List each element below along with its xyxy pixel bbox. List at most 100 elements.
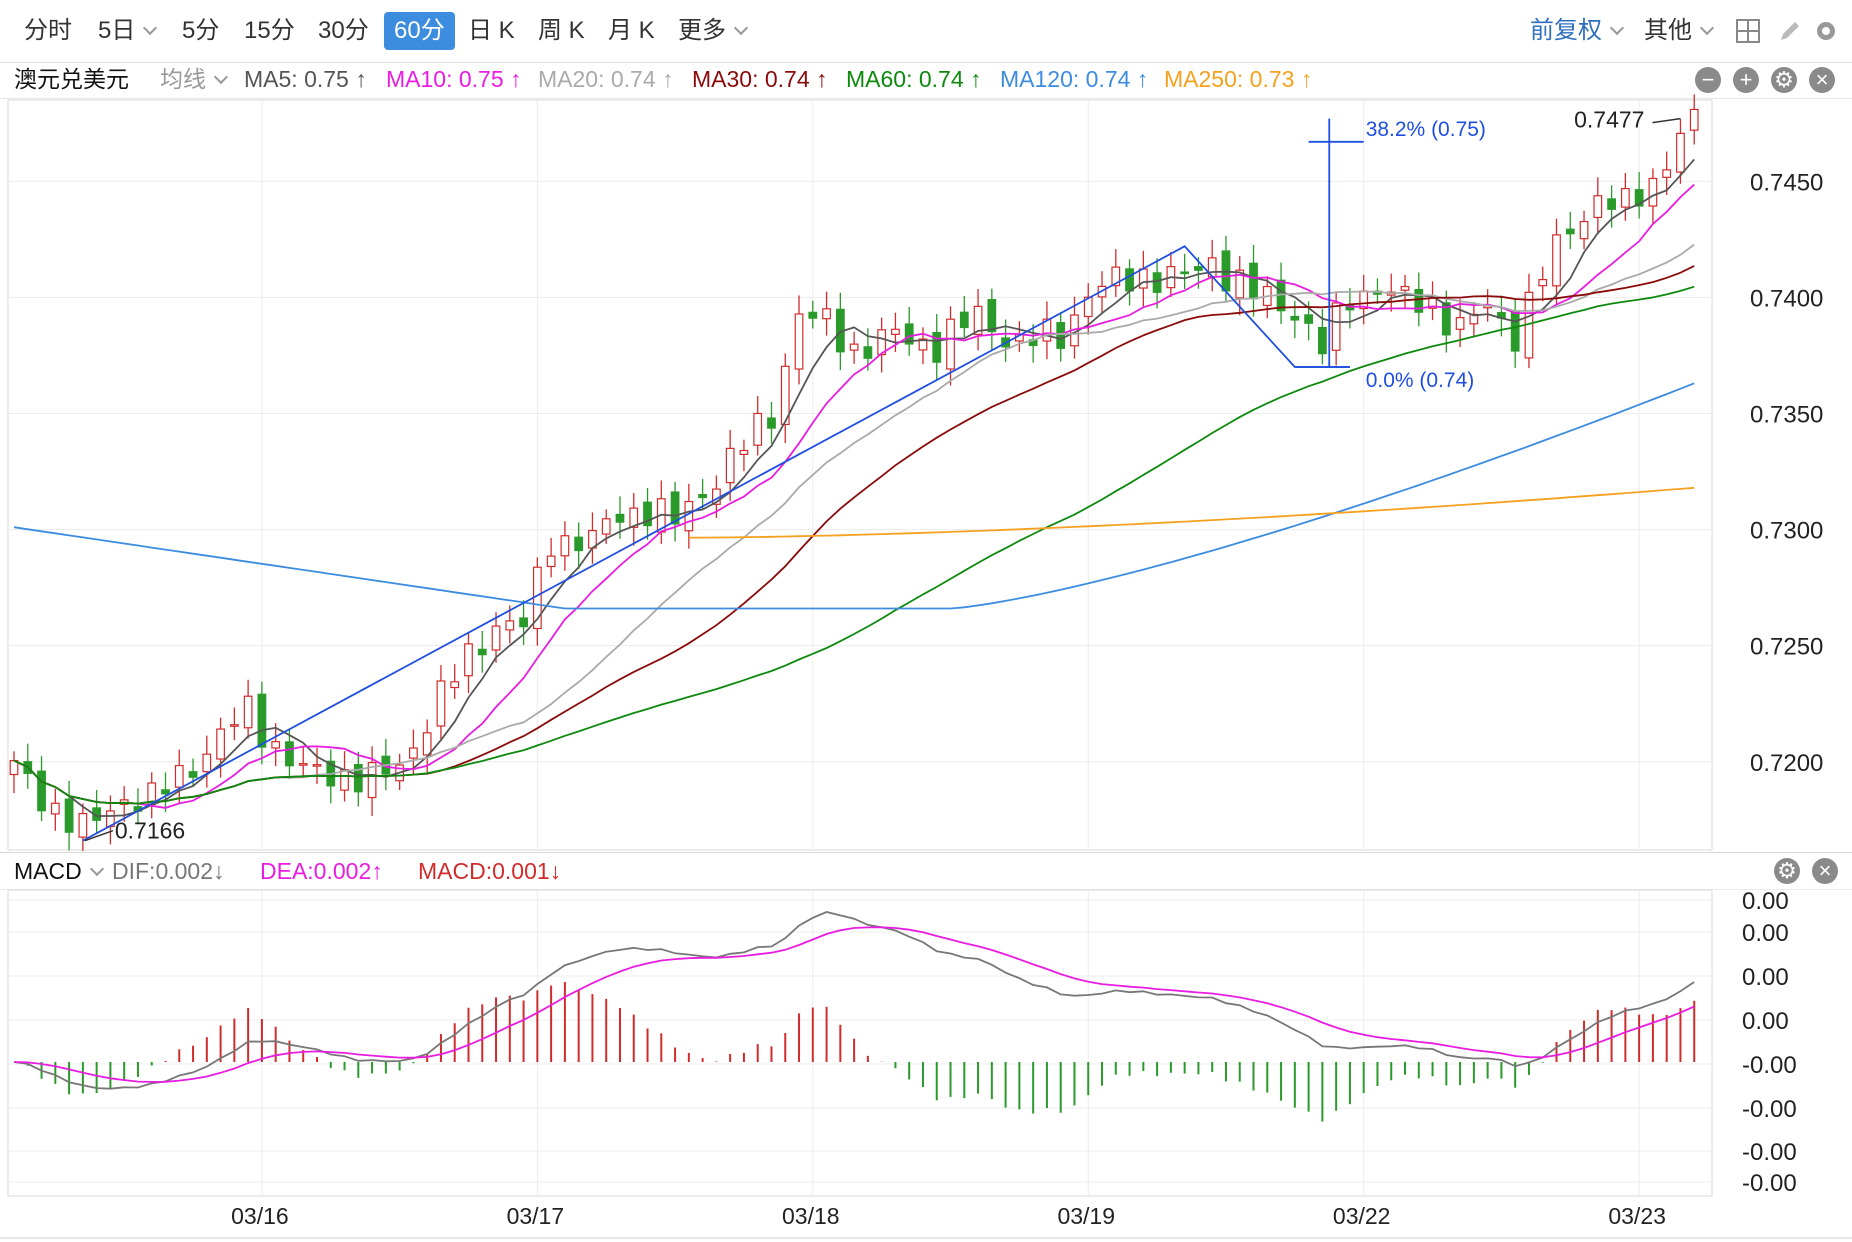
period-tab[interactable]: 月 K bbox=[608, 17, 655, 44]
candle-body bbox=[1400, 285, 1410, 291]
candle bbox=[629, 493, 639, 546]
candle-body bbox=[1483, 305, 1493, 309]
candle-body bbox=[1125, 268, 1134, 292]
candle bbox=[133, 788, 143, 823]
candle-body bbox=[1689, 108, 1699, 131]
candle bbox=[450, 664, 460, 699]
candle-body bbox=[904, 323, 914, 345]
candle bbox=[1304, 301, 1313, 341]
candle bbox=[863, 328, 873, 371]
chart-settings-icon[interactable]: ⚙ bbox=[1771, 67, 1797, 93]
draw-pen-icon[interactable] bbox=[1777, 18, 1803, 44]
candle bbox=[1538, 266, 1548, 302]
candle-body bbox=[1634, 189, 1644, 207]
period-tab[interactable]: 更多 bbox=[668, 12, 756, 50]
add-indicator-icon[interactable]: + bbox=[1733, 67, 1759, 93]
candle bbox=[1207, 239, 1217, 292]
ma250-line bbox=[688, 486, 1695, 539]
date-tick-label: 03/19 bbox=[1057, 1203, 1115, 1229]
candle-body bbox=[450, 681, 460, 689]
candle bbox=[216, 717, 225, 778]
adjust-dropdown[interactable]: 前复权 bbox=[1520, 12, 1632, 50]
candle bbox=[767, 401, 776, 444]
period-tab[interactable]: 15分 bbox=[244, 17, 295, 44]
candle-body bbox=[1317, 326, 1327, 355]
macd-close-icon[interactable]: × bbox=[1812, 858, 1838, 884]
candle bbox=[1097, 271, 1107, 315]
price-tick-label: 0.7400 bbox=[1750, 285, 1823, 312]
candle bbox=[918, 327, 928, 365]
macd-tick-label: -0.00 bbox=[1742, 1052, 1797, 1079]
candle bbox=[808, 300, 818, 329]
candle bbox=[546, 537, 556, 578]
macd-indicator-dropdown[interactable]: MACD bbox=[14, 853, 104, 889]
candle-body bbox=[1579, 220, 1589, 240]
candle-body bbox=[1441, 302, 1451, 336]
grid-layout-icon[interactable] bbox=[1735, 18, 1761, 44]
candle-body bbox=[849, 343, 859, 351]
other-dropdown[interactable]: 其他 bbox=[1634, 12, 1722, 50]
ma120-line bbox=[13, 382, 1695, 610]
period-tab[interactable]: 60分 bbox=[384, 12, 455, 50]
candle bbox=[1111, 249, 1121, 297]
ma-legend: 澳元兑美元 均线 MA5: 0.75 ↑ MA10: 0.75 ↑ MA20: 0.… bbox=[0, 62, 1852, 99]
candle-body bbox=[1207, 257, 1217, 278]
macd-legend: MACD DIF:0.002↓ DEA:0.002↑ MACD:0.001↓ ⚙ × bbox=[0, 852, 1852, 890]
candle-body bbox=[1676, 132, 1685, 173]
candle-body bbox=[491, 625, 501, 651]
candle-body bbox=[532, 566, 542, 630]
candle-body bbox=[37, 770, 46, 812]
candle-body bbox=[835, 308, 845, 353]
candle bbox=[588, 512, 597, 564]
price-tick-label: 0.7300 bbox=[1750, 518, 1823, 545]
candle bbox=[1180, 253, 1190, 290]
close-icon[interactable]: × bbox=[1809, 67, 1835, 93]
candle bbox=[1455, 299, 1465, 348]
candle bbox=[794, 295, 804, 385]
candle bbox=[1689, 94, 1699, 145]
candle-body bbox=[1180, 271, 1190, 275]
candle bbox=[464, 633, 473, 694]
candle-body bbox=[64, 798, 74, 833]
candle-body bbox=[1345, 304, 1355, 311]
candle bbox=[271, 723, 281, 767]
period-tab[interactable]: 分时 bbox=[24, 17, 72, 44]
settings-gear-icon[interactable] bbox=[1813, 18, 1839, 44]
candle bbox=[849, 331, 859, 364]
candle bbox=[285, 729, 294, 780]
candle bbox=[1634, 171, 1644, 219]
symbol-name: 澳元兑美元 bbox=[14, 66, 129, 92]
ma60-line bbox=[13, 285, 1695, 805]
period-tab[interactable]: 5分 bbox=[182, 17, 220, 44]
candle-body bbox=[395, 764, 405, 782]
period-tab[interactable]: 日 K bbox=[468, 17, 515, 44]
period-tab[interactable]: 周 K bbox=[538, 17, 585, 44]
minimize-icon[interactable]: − bbox=[1695, 67, 1721, 93]
candle bbox=[1428, 281, 1437, 321]
dif-line bbox=[13, 911, 1695, 1090]
candle bbox=[326, 749, 336, 804]
candle bbox=[202, 735, 212, 788]
candle-body bbox=[1538, 279, 1548, 287]
candle-body bbox=[946, 318, 955, 370]
candle-body bbox=[1359, 290, 1369, 310]
candle bbox=[491, 612, 501, 663]
candle-body bbox=[1552, 234, 1561, 287]
period-tab[interactable]: 30分 bbox=[318, 17, 369, 44]
candle bbox=[353, 751, 363, 807]
candle bbox=[1620, 172, 1630, 221]
candle bbox=[243, 679, 253, 739]
candle bbox=[174, 749, 184, 804]
high-arrow bbox=[1652, 117, 1681, 124]
candle bbox=[312, 747, 322, 785]
candle bbox=[78, 803, 88, 851]
candle bbox=[1593, 177, 1603, 235]
ma-legend-item: MA120: 0.74 ↑ bbox=[1000, 66, 1149, 92]
ma-type-dropdown[interactable]: 均线 bbox=[160, 62, 229, 96]
candle-body bbox=[464, 643, 473, 677]
candle bbox=[1028, 324, 1038, 363]
macd-settings-icon[interactable]: ⚙ bbox=[1774, 858, 1800, 884]
period-tab[interactable]: 5日 bbox=[88, 12, 165, 50]
candle-body bbox=[753, 412, 763, 446]
